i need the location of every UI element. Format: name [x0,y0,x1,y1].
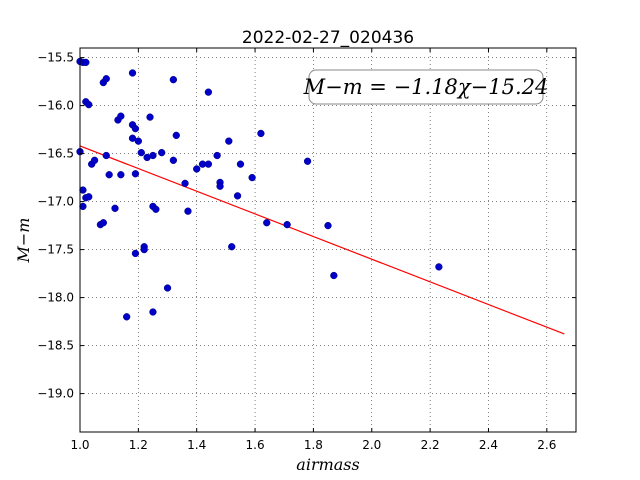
data-point [140,245,148,254]
data-point [82,58,90,67]
x-tick-label: 1.4 [187,438,206,452]
y-tick-label: −18.5 [37,339,74,353]
data-point [105,171,113,179]
grid [79,48,576,432]
x-tick-label: 1.2 [129,438,148,452]
y-tick-label: −19.0 [37,387,74,401]
x-axis-label: airmass [296,455,359,474]
chart-title: 2022-02-27_020436 [242,28,414,48]
annotation-text: M−m = −1.18χ−15.24 [303,75,549,99]
data-point [172,131,180,140]
data-point [79,202,87,211]
data-point [137,148,145,157]
data-point [117,112,125,120]
data-point [216,182,224,190]
data-point [204,88,213,96]
y-tick-label: −15.5 [37,51,74,65]
data-point [131,170,140,178]
y-tick-label: −17.5 [37,243,74,257]
fit-line [79,145,565,335]
data-point [204,160,213,168]
data-point [233,192,242,200]
data-point [111,204,119,212]
annotation-box [308,69,544,105]
data-point [330,271,338,280]
data-point [131,124,140,133]
data-point [149,308,157,316]
data-point [228,243,236,251]
data-point [117,171,125,179]
data-point [225,137,233,145]
data-point [236,160,245,168]
x-tick-label: 2.6 [537,438,556,452]
y-tick-label: −16.5 [37,147,74,161]
x-tick-label: 2.0 [362,438,381,452]
x-tick-label: 1.8 [304,438,323,452]
tick-labels: 1.0 1.2 1.4 1.6 1.8 2.0 2.2 2.4 2.6 −15.5 −16.0 −16… [37,51,556,452]
data-point [149,151,157,160]
data-point [435,263,443,271]
data-point [163,284,172,292]
data-point [99,219,107,227]
plot-area-frame [79,47,577,433]
data-point [193,165,201,173]
data-point [248,173,256,182]
y-tick-label: −16.0 [37,99,74,113]
data-point [158,148,166,157]
data-point [85,100,93,109]
data-points [76,57,443,321]
data-point [181,179,189,188]
data-point [303,157,312,165]
data-point [102,151,110,160]
x-tick-label: 2.2 [421,438,440,452]
data-point [85,193,93,201]
data-point [131,249,140,258]
data-point [128,134,137,142]
y-axis-label: M−m [14,218,33,264]
data-point [324,221,332,230]
data-point [123,313,131,321]
y-tick-label: −18.0 [37,291,74,305]
data-point [169,156,178,164]
x-tick-label: 2.4 [479,438,498,452]
data-point [128,69,137,77]
data-point [79,186,87,194]
data-point [213,151,221,160]
data-point [283,220,291,229]
x-tick-label: 1.0 [70,438,89,452]
fit-line-layer [79,145,565,335]
ticks [79,48,576,432]
data-point [152,205,160,213]
data-point [90,156,99,164]
data-point [134,137,143,145]
data-point [102,75,110,83]
x-tick-label: 1.6 [246,438,265,452]
data-point [257,129,265,138]
data-point [169,76,178,84]
y-tick-label: −17.0 [37,195,74,209]
data-point [184,207,192,215]
data-point [146,113,154,121]
data-point [263,219,271,227]
